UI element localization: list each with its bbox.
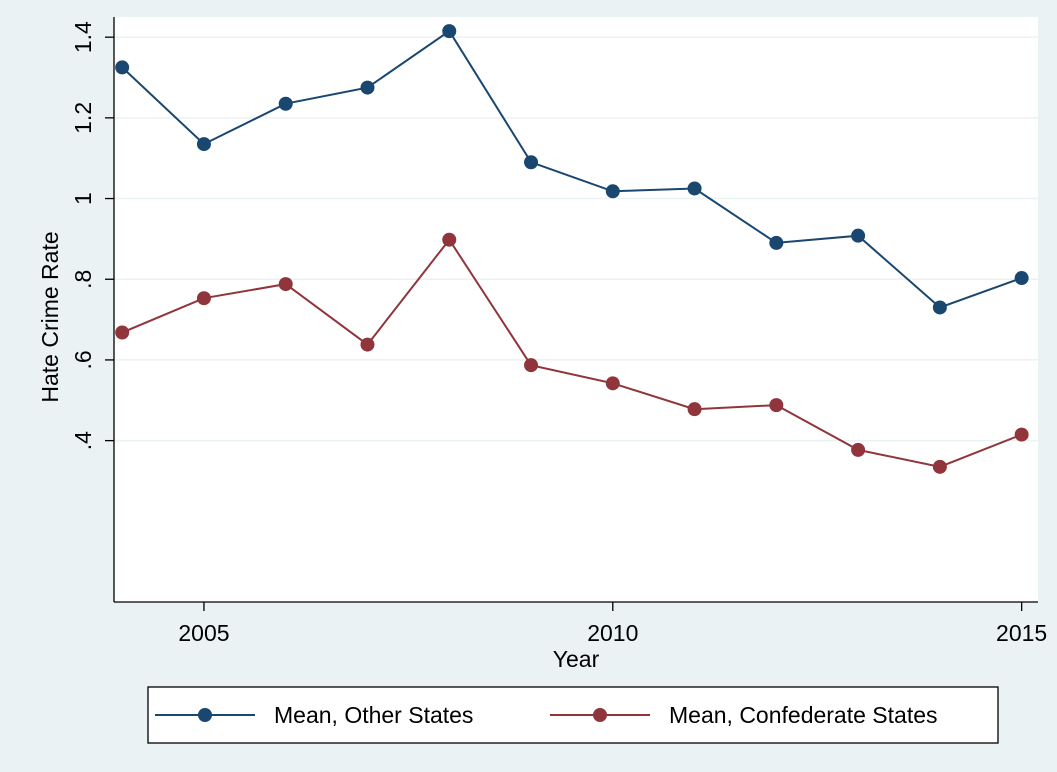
y-tick-label: 1 bbox=[70, 192, 96, 205]
data-point bbox=[769, 398, 784, 413]
y-tick-label: 1.4 bbox=[70, 21, 96, 53]
data-point bbox=[278, 96, 293, 111]
data-point bbox=[196, 291, 211, 306]
plot-background bbox=[114, 17, 1038, 602]
series-lines bbox=[115, 24, 1029, 474]
series-2 bbox=[115, 232, 1029, 474]
legend-key-marker bbox=[593, 708, 607, 722]
x-axis-title: Year bbox=[553, 646, 600, 672]
data-point bbox=[524, 358, 539, 373]
data-point bbox=[851, 228, 866, 243]
data-point bbox=[932, 459, 947, 474]
series-line bbox=[121, 29, 1022, 309]
data-point bbox=[605, 376, 620, 391]
legend-label: Mean, Other States bbox=[274, 702, 473, 728]
data-point bbox=[278, 277, 293, 292]
gridlines bbox=[114, 36, 1038, 442]
data-point bbox=[442, 232, 457, 247]
data-point bbox=[360, 337, 375, 352]
y-tick-label: .8 bbox=[70, 270, 96, 289]
data-point bbox=[115, 325, 130, 340]
data-point bbox=[932, 300, 947, 315]
data-point bbox=[1014, 427, 1029, 442]
data-point bbox=[687, 181, 702, 196]
x-tick-label: 2005 bbox=[178, 620, 229, 646]
series-line bbox=[121, 237, 1022, 468]
y-axis-ticks: .4 .6 .8 1 1.2 1.4 bbox=[70, 21, 114, 450]
data-point bbox=[442, 24, 457, 39]
y-axis-title: Hate Crime Rate bbox=[37, 231, 63, 402]
legend-item-1: Mean, Other States bbox=[155, 702, 473, 728]
x-axis-ticks: 2005 2010 2015 bbox=[178, 602, 1047, 646]
legend-key-marker bbox=[198, 708, 212, 722]
legend-label: Mean, Confederate States bbox=[669, 702, 938, 728]
legend-item-2: Mean, Confederate States bbox=[550, 702, 938, 728]
data-point bbox=[1014, 271, 1029, 286]
series-1 bbox=[115, 24, 1029, 315]
data-point bbox=[196, 137, 211, 152]
y-tick-label: .6 bbox=[70, 350, 96, 369]
data-point bbox=[605, 184, 620, 199]
data-point bbox=[360, 80, 375, 95]
legend: Mean, Other States Mean, Confederate Stat… bbox=[147, 686, 999, 744]
x-tick-label: 2015 bbox=[996, 620, 1047, 646]
data-point bbox=[851, 442, 866, 457]
data-point bbox=[687, 402, 702, 417]
legend-items: Mean, Other States Mean, Confederate Stat… bbox=[155, 702, 938, 728]
data-point bbox=[115, 60, 130, 75]
data-point bbox=[769, 235, 784, 250]
y-tick-label: 1.2 bbox=[70, 102, 96, 134]
x-tick-label: 2010 bbox=[587, 620, 638, 646]
y-tick-label: .4 bbox=[70, 431, 96, 450]
data-point bbox=[524, 155, 539, 170]
